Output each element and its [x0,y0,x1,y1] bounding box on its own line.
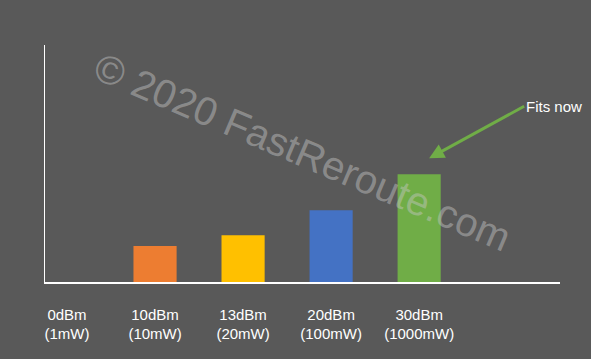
svg-text:20dBm(100mW): 20dBm(100mW) [300,306,362,343]
svg-text:30dBm(1000mW): 30dBm(1000mW) [384,306,454,343]
svg-text:13dBm(20mW): 13dBm(20mW) [216,306,269,343]
svg-text:10dBm(10mW): 10dBm(10mW) [128,306,181,343]
svg-text:Fits now: Fits now [526,98,582,115]
svg-text:© 2020 FastReroute.com: © 2020 FastReroute.com [88,44,517,259]
svg-text:0dBm(1mW): 0dBm(1mW) [45,306,90,343]
